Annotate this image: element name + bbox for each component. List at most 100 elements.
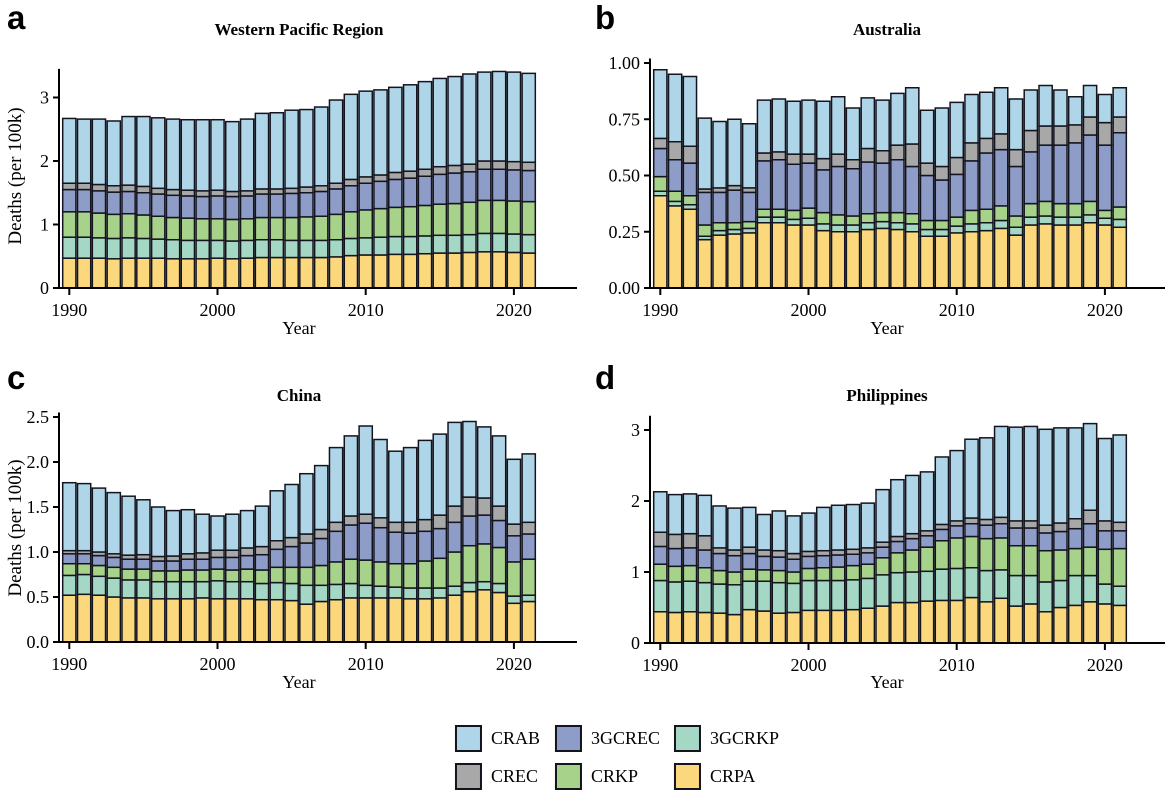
bar-segment-CRPA-2018: [476, 589, 492, 643]
bar-segment-CRKP-2008: [328, 213, 344, 241]
bar-segment-CRKP-2001: [815, 566, 831, 582]
bar-segment-CRPA-2011: [373, 597, 388, 643]
bar-segment-CREC-2013: [402, 521, 418, 534]
bar-segment-3GCREC-2005: [284, 545, 299, 569]
bar-segment-CRAB-2000: [210, 515, 225, 551]
bar-segment-CRPA-2016: [447, 252, 462, 289]
bar-segment-CRKP-1998: [771, 208, 787, 218]
bar-segment-CRKP-2016: [447, 202, 462, 237]
bar-segment-3GCREC-1998: [180, 558, 196, 571]
legend-swatch-3gcrec: [554, 725, 582, 752]
bar-segment-CRAB-2012: [978, 91, 994, 140]
bar-segment-CREC-2013: [993, 133, 1009, 151]
bar-segment-CREC-2020: [1097, 520, 1113, 532]
bar-segment-CRAB-2002: [239, 118, 255, 192]
bar-segment-3GCREC-2019: [491, 519, 507, 549]
bar-segment-3GCRKP-2011: [964, 566, 979, 599]
bar-segment-3GCRKP-2009: [343, 237, 359, 257]
bar-segment-CRKP-1991: [76, 562, 92, 576]
bar-segment-CREC-2002: [239, 190, 255, 197]
bar-segment-3GCRKP-1990: [61, 236, 77, 259]
bar-segment-CRAB-2012: [387, 86, 403, 174]
bar-segment-CRPA-2007: [313, 600, 329, 643]
bar-segment-CRAB-2013: [402, 84, 418, 172]
bar-segment-CRKP-2006: [299, 216, 314, 242]
bar-segment-CRKP-2007: [313, 215, 329, 242]
bar-segment-CRKP-2017: [462, 544, 477, 584]
bar-segment-CRPA-2021: [521, 252, 537, 289]
bar-segment-CRAB-2019: [491, 435, 507, 507]
bar-segment-3GCRKP-2008: [328, 583, 344, 601]
bar-segment-CRPA-2004: [269, 598, 285, 643]
x-tick-label: 1990: [51, 300, 87, 320]
bar-segment-CREC-2000: [210, 189, 225, 197]
bar-segment-CREC-1996: [150, 187, 166, 195]
bar-segment-3GCRKP-2002: [239, 239, 255, 259]
y-tick-label: 0.50: [609, 166, 641, 186]
bar-segment-CRAB-1992: [682, 493, 698, 535]
bar-segment-3GCREC-2003: [254, 193, 270, 219]
bar-segment-CRAB-1994: [712, 120, 727, 189]
x-tick-label: 1990: [642, 300, 678, 320]
bar-segment-CRAB-2019: [1082, 84, 1098, 118]
bar-segment-3GCREC-2007: [313, 537, 329, 567]
bar-segment-CRAB-1997: [165, 509, 181, 557]
bar-segment-3GCRKP-1991: [76, 236, 92, 259]
bar-segment-CRKP-1996: [741, 568, 757, 582]
bar-segment-CRPA-2019: [491, 591, 507, 643]
bar-segment-CREC-1991: [667, 533, 683, 550]
bar-segment-3GCREC-2016: [1038, 144, 1053, 203]
bar-segment-CRKP-2017: [1053, 202, 1068, 218]
bar-segment-CRAB-2018: [1067, 427, 1083, 520]
bar-segment-CREC-1993: [697, 535, 713, 551]
bar-segment-CRKP-2014: [1008, 215, 1024, 228]
bar-segment-CRKP-2012: [978, 537, 994, 572]
bar-segment-3GCRKP-2007: [313, 584, 329, 603]
bar-segment-CREC-2002: [830, 153, 846, 168]
bar-segment-CRPA-1999: [786, 224, 802, 289]
y-tick-label: 1.00: [609, 53, 641, 73]
bar-segment-CREC-1999: [195, 190, 211, 198]
bar-segment-CRPA-2004: [269, 256, 285, 289]
bar-segment-CRPA-2015: [1023, 224, 1039, 289]
bar-segment-CRPA-1998: [180, 258, 196, 289]
y-tick-label: 2: [631, 491, 640, 511]
bar-segment-CREC-2005: [284, 187, 299, 195]
bar-segment-CRAB-2005: [284, 109, 299, 190]
bar-segment-CRKP-2012: [978, 208, 994, 224]
bar-segment-CRKP-1997: [165, 216, 181, 241]
bar-segment-CRPA-1996: [741, 608, 757, 644]
bar-segment-3GCRKP-2005: [875, 574, 890, 607]
bar-segment-CRKP-2006: [299, 566, 314, 587]
bar-segment-3GCREC-1994: [712, 191, 727, 224]
bar-segment-CRAB-1993: [106, 491, 122, 555]
bar-segment-CREC-1998: [180, 189, 196, 197]
bar-segment-3GCRKP-1990: [652, 579, 668, 613]
bar-segment-3GCREC-2002: [830, 554, 846, 568]
bar-segment-CRPA-2016: [1038, 611, 1053, 644]
bar-segment-CRAB-2004: [269, 490, 285, 542]
bar-segment-CRAB-2012: [387, 450, 403, 524]
bar-segment-CRPA-2005: [875, 227, 890, 289]
bar-segment-CREC-2021: [521, 161, 537, 172]
bar-segment-CRPA-2009: [343, 597, 359, 643]
bar-segment-CREC-2001: [224, 190, 240, 198]
bar-segment-CREC-2012: [978, 137, 994, 154]
bar-segment-3GCREC-2006: [890, 159, 905, 214]
bar-segment-CRKP-2019: [1082, 200, 1098, 216]
bar-segment-3GCREC-1993: [697, 549, 713, 569]
bar-segment-CRAB-2008: [328, 446, 344, 524]
bar-segment-3GCREC-2011: [964, 522, 979, 538]
bar-segment-3GCRKP-2013: [402, 587, 418, 600]
bar-segment-CRKP-1994: [712, 222, 727, 232]
bar-segment-CREC-2006: [299, 186, 314, 194]
bar-segment-CRAB-2009: [343, 93, 359, 181]
bar-segment-3GCRKP-2002: [239, 580, 255, 600]
bar-segment-3GCREC-1996: [741, 552, 757, 570]
bar-segment-CRAB-1990: [61, 481, 77, 552]
bar-segment-CRPA-2014: [1008, 234, 1024, 289]
bar-segment-CRAB-2006: [299, 472, 314, 535]
bar-segment-3GCREC-2015: [432, 527, 448, 560]
bar-segment-CREC-2016: [1038, 125, 1053, 146]
y-tick-label: 2.0: [27, 452, 50, 472]
